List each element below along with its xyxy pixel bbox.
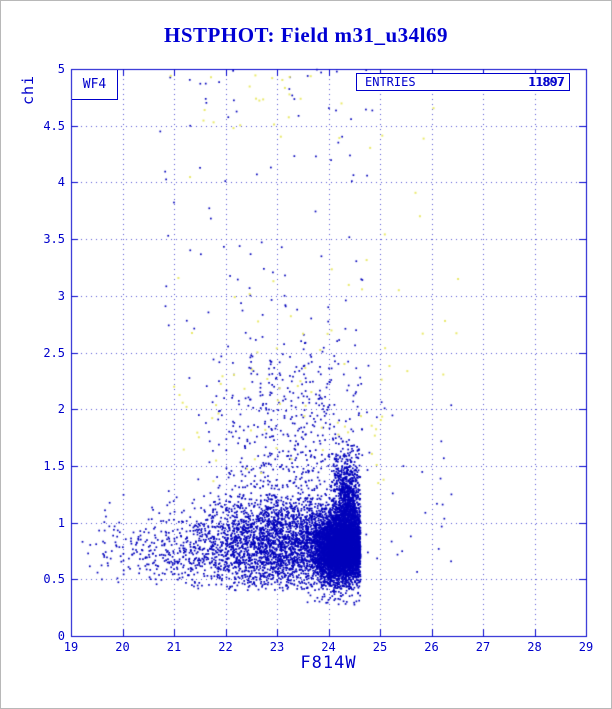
panel-label: WF4 — [82, 77, 107, 92]
y-tick-label: 0 — [57, 629, 65, 643]
y-tick-label: 5 — [57, 62, 65, 76]
entries-value-overprint: 11897 — [528, 75, 565, 89]
y-axis-label: chi — [19, 74, 38, 106]
y-tick-label: 3 — [57, 288, 65, 303]
x-tick-label: 29 — [578, 640, 594, 654]
entries-value: 11807 — [527, 75, 564, 89]
x-tick-label: 21 — [166, 640, 182, 654]
panel-label-box: WF4 — [72, 70, 118, 100]
x-tick-label: 24 — [321, 640, 336, 654]
x-tick-label: 23 — [269, 640, 285, 654]
y-tick-label: 1.5 — [43, 458, 65, 473]
y-tick-label: 4 — [57, 175, 65, 190]
x-tick-label: 27 — [475, 640, 491, 654]
y-tick-label: 4.5 — [43, 118, 65, 133]
entries-value-group: 11807 11897 — [499, 74, 569, 90]
y-tick-label: 0.5 — [43, 572, 65, 587]
x-tick-label: 25 — [372, 640, 388, 654]
x-tick-label: 26 — [424, 640, 439, 654]
x-tick-label: 22 — [218, 640, 233, 654]
entries-label: ENTRIES — [365, 75, 416, 89]
y-tick-label: 1 — [57, 515, 65, 530]
y-tick-label: 2.5 — [43, 345, 65, 360]
x-tick-label: 19 — [63, 640, 79, 654]
x-tick-label: 28 — [527, 640, 542, 654]
x-axis-label: F814W — [300, 653, 357, 673]
y-tick-label: 2 — [57, 402, 65, 417]
x-tick-label: 20 — [115, 640, 130, 654]
y-tick-label: 3.5 — [43, 232, 65, 247]
stats-box: ENTRIES 11807 11897 — [356, 73, 570, 91]
